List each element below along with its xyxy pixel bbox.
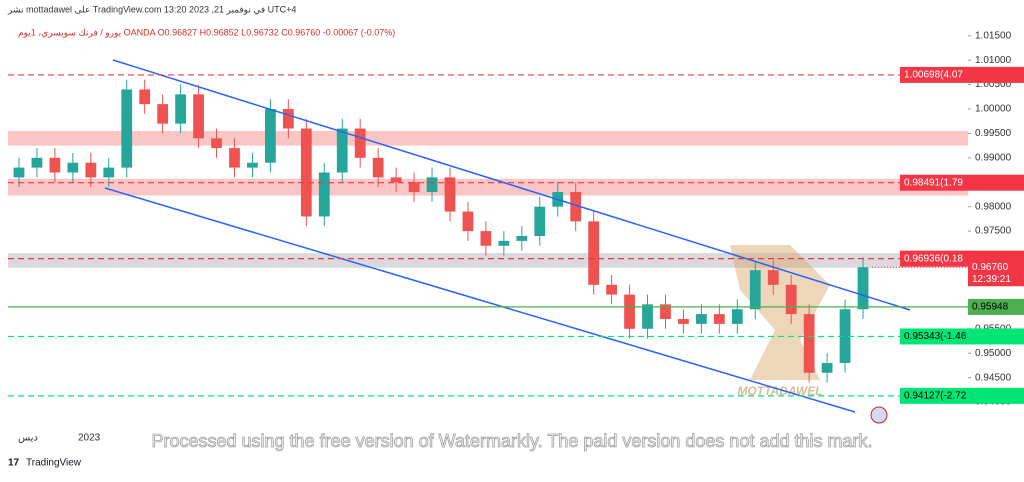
candle-body — [606, 284, 617, 295]
y-tick-label: 0.97500 — [975, 226, 1012, 237]
y-tick-label: 0.94500 — [975, 372, 1012, 383]
watermark: Processed using the free version of Wate… — [151, 431, 872, 451]
candle-body — [803, 314, 815, 373]
zone — [8, 130, 968, 146]
candle-body — [85, 162, 97, 178]
channel-lower — [104, 187, 856, 413]
candle-body — [749, 270, 761, 310]
candle-body — [408, 182, 420, 193]
candle-body — [372, 157, 384, 178]
y-tick-label: 1.01500 — [975, 30, 1012, 41]
zone — [8, 253, 968, 268]
candle-body — [31, 157, 43, 168]
y-tick-label: 0.95000 — [975, 348, 1012, 359]
level-label: 0.96936(0.18 — [904, 253, 963, 264]
countdown-label: 12:39:21 — [972, 274, 1011, 285]
candle-body — [265, 109, 276, 163]
candle-body — [211, 138, 222, 149]
level-label: 0.95343(-1.46 — [904, 331, 967, 342]
level-label: 0.94127(-2.72 — [904, 390, 967, 401]
candle-body — [300, 128, 312, 217]
candle-body — [67, 162, 79, 173]
candle-body — [588, 221, 600, 285]
y-tick-label: 1.00500 — [975, 79, 1012, 90]
level-label: 1.00698(4.07 — [904, 70, 963, 81]
candle-body — [839, 309, 851, 363]
channel-upper — [112, 59, 911, 311]
candle-body — [103, 167, 115, 178]
candle-body — [642, 304, 653, 329]
symbol-legend: يورو / فرنك سويسري، 1يوم OANDA O0.96827 … — [18, 27, 395, 38]
level-box — [900, 387, 1024, 404]
candle-body — [767, 270, 779, 285]
candle-body — [444, 177, 456, 212]
candle-body — [175, 94, 186, 124]
level-label: 0.95948 — [972, 302, 1009, 313]
level-box — [900, 66, 1024, 83]
candle-body — [49, 157, 61, 173]
candle-body — [318, 172, 330, 217]
candle-body — [534, 206, 546, 236]
x-tick-label: 2023 — [78, 433, 101, 444]
candle-body — [660, 304, 671, 320]
candle-body — [731, 309, 743, 324]
candle-body — [480, 231, 492, 246]
last-price-box — [968, 260, 1024, 287]
candle-body — [462, 211, 474, 232]
candle-body — [13, 167, 25, 178]
icon — [870, 406, 888, 424]
y-tick-label: 1.01000 — [975, 55, 1012, 66]
y-tick-label: 0.99000 — [975, 152, 1012, 163]
logo-mark: 17 — [8, 458, 20, 469]
candle-body — [821, 362, 833, 373]
candle-body — [570, 192, 582, 222]
candle-body — [193, 94, 204, 139]
last-price-label: 0.96760 — [972, 262, 1009, 273]
zone — [8, 178, 968, 196]
y-tick-label: 0.98000 — [975, 201, 1012, 212]
candle-body — [229, 148, 240, 168]
candle-body — [426, 177, 438, 193]
candle-body — [678, 319, 689, 324]
candle-body — [857, 267, 869, 310]
candle-body — [247, 162, 258, 168]
level-box — [900, 174, 1024, 191]
y-tick-label: 0.99500 — [975, 128, 1012, 139]
candle-body — [390, 177, 402, 183]
candle-body — [516, 235, 528, 241]
logo-text: TradingView — [26, 458, 82, 469]
candle-body — [282, 109, 294, 129]
brand-watermark: MOTTADAWEL — [737, 384, 822, 398]
candle-body — [713, 314, 725, 324]
candle-body — [139, 89, 151, 105]
candle-body — [624, 294, 635, 329]
publish-header: نشر mottadawel على TradingView.com 13:20… — [7, 4, 296, 15]
x-tick-label: ديس — [18, 433, 38, 444]
y-tick-label: 1.00000 — [975, 104, 1012, 115]
candle-body — [121, 89, 133, 168]
candle-body — [696, 314, 707, 324]
level-box — [968, 298, 1024, 315]
candle-body — [157, 104, 169, 124]
candle-body — [498, 240, 510, 246]
level-label: 0.98491(1.79 — [904, 177, 963, 188]
candle-body — [354, 128, 366, 158]
level-box — [900, 328, 1024, 345]
candle-body — [336, 128, 348, 173]
candle-body — [785, 284, 797, 315]
